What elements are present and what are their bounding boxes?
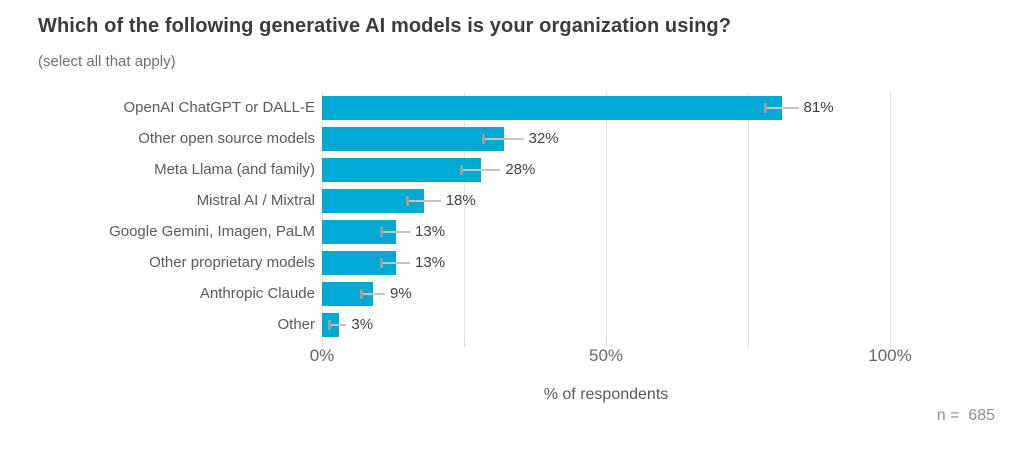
gridline	[464, 92, 465, 340]
category-label: Meta Llama (and family)	[154, 161, 315, 178]
gridline	[890, 92, 891, 340]
category-label: Other	[277, 316, 315, 333]
error-bar-cap	[327, 319, 331, 330]
error-bar	[407, 199, 441, 202]
x-axis-label: % of respondents	[543, 386, 669, 403]
error-bar-cap	[359, 288, 363, 299]
error-bar-cap	[380, 257, 384, 268]
error-bar	[361, 292, 386, 295]
value-label: 9%	[390, 285, 412, 302]
bar	[322, 157, 482, 182]
bar	[322, 126, 504, 151]
value-label: 18%	[445, 192, 476, 209]
error-bar	[483, 137, 524, 140]
x-tick-label: 50%	[588, 346, 624, 365]
x-tick-label: 0%	[309, 346, 335, 365]
error-bar	[381, 230, 411, 233]
x-axis-tick	[322, 340, 323, 347]
value-label: 13%	[415, 254, 446, 271]
error-bar-cap	[380, 226, 384, 237]
error-bar-cap	[406, 195, 410, 206]
category-label: Other proprietary models	[149, 254, 315, 271]
category-label: Google Gemini, Imagen, PaLM	[109, 223, 315, 240]
error-bar	[765, 106, 799, 109]
gridline	[748, 92, 749, 340]
chart-subtitle: (select all that apply)	[38, 53, 176, 70]
x-axis-tick	[464, 340, 465, 347]
value-label: 3%	[351, 316, 374, 333]
bar	[322, 95, 783, 120]
sample-size-note: n = 685	[936, 407, 995, 424]
error-bar-cap	[460, 164, 464, 175]
value-label: 28%	[505, 161, 536, 178]
category-label: Other open source models	[138, 130, 315, 147]
value-label: 81%	[803, 99, 834, 116]
value-label: 13%	[415, 223, 446, 240]
value-label: 32%	[528, 130, 559, 147]
x-tick-label: 100%	[868, 346, 912, 365]
error-bar-cap	[764, 102, 768, 113]
gridline	[606, 92, 607, 340]
error-bar-cap	[482, 133, 486, 144]
x-axis-tick	[890, 340, 891, 347]
x-axis-tick	[606, 340, 607, 347]
error-bar	[461, 168, 501, 171]
chart-title: Which of the following generative AI mod…	[38, 15, 732, 37]
plot-area: 0% 50% 100% 81% 32% 28% 18% 13% 13% 9% 3%	[310, 92, 922, 365]
category-label: Mistral AI / Mixtral	[196, 192, 315, 209]
category-label: Anthropic Claude	[199, 285, 315, 302]
gridline	[322, 92, 323, 340]
category-label: OpenAI ChatGPT or DALL-E	[123, 99, 315, 116]
error-bar	[329, 323, 347, 326]
x-axis-tick	[748, 340, 749, 347]
error-bar	[381, 261, 411, 264]
